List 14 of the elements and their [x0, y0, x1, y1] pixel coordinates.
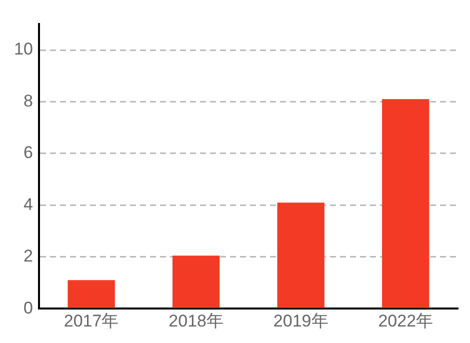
y-tick-label: 4 — [23, 194, 33, 214]
x-tick-label: 2022年 — [378, 311, 434, 330]
y-tick-label: 8 — [23, 91, 33, 110]
y-tick-label: 6 — [23, 143, 33, 162]
y-tick-label: 10 — [14, 40, 33, 59]
x-tick-label: 2018年 — [168, 311, 224, 330]
bar — [172, 256, 220, 308]
x-tick-label: 2019年 — [273, 311, 328, 330]
y-tick-label: 0 — [23, 298, 33, 318]
y-tick-label: 2 — [23, 246, 33, 266]
bar — [382, 99, 430, 308]
x-tick-label: 2017年 — [64, 311, 119, 330]
bar — [277, 202, 324, 308]
bar — [68, 280, 115, 308]
